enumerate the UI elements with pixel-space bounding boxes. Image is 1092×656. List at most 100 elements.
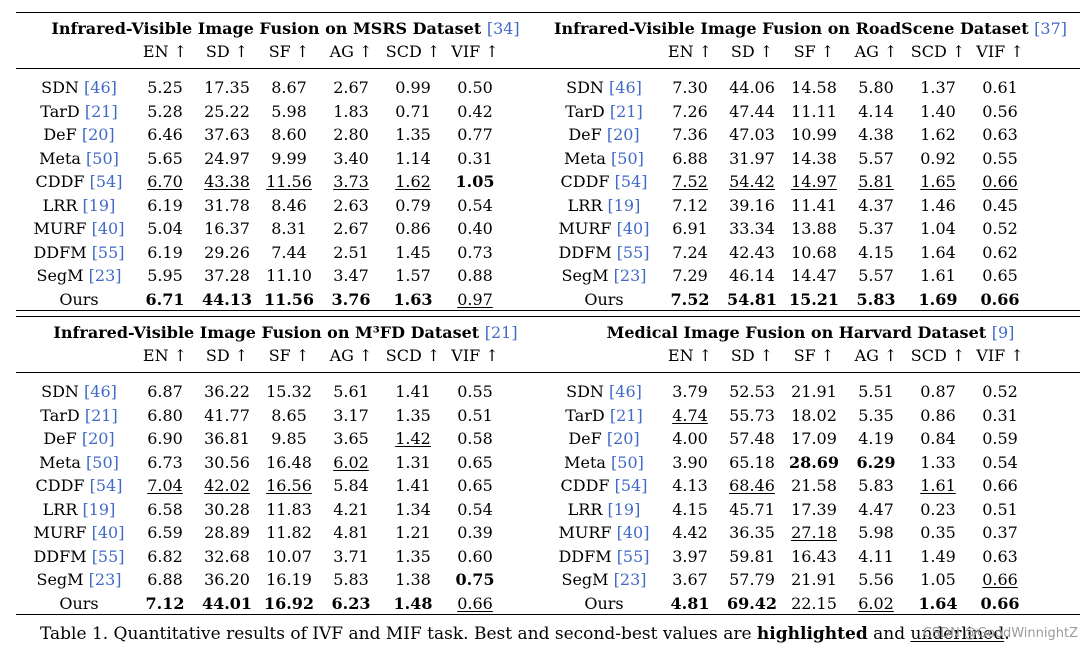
metric-header: SCD ↑	[910, 346, 966, 365]
panel-title-citation[interactable]: [21]	[484, 323, 518, 342]
value-cell: 0.55	[982, 148, 1018, 168]
method-citation[interactable]: [20]	[606, 125, 640, 144]
panel-title-citation[interactable]: [34]	[486, 19, 520, 38]
value-cell: 2.67	[333, 78, 369, 97]
method-name: DDFM	[33, 546, 87, 566]
table-row: TarD [21] 7.26 47.44 11.11 4.14 1.40 0.56	[541, 100, 1080, 124]
method-citation[interactable]: [46]	[84, 382, 117, 401]
method-citation[interactable]: [55]	[91, 242, 125, 262]
method-name: LRR	[42, 195, 78, 215]
method-name: LRR	[42, 499, 78, 519]
value-cell: 4.14	[858, 101, 894, 121]
method-citation[interactable]: [23]	[88, 570, 122, 589]
value-cell: 36.35	[729, 523, 775, 542]
value-cell: 4.13	[672, 476, 708, 495]
method-citation[interactable]: [46]	[84, 78, 117, 97]
method-citation[interactable]: [21]	[609, 101, 643, 121]
table-row: TarD [21] 5.28 25.22 5.98 1.83 0.71 0.42	[16, 100, 555, 124]
method-citation[interactable]: [40]	[91, 219, 125, 238]
table-row: Ours 7.52 54.81 15.21 5.83 1.69 0.66	[541, 288, 1080, 312]
value-cell: 10.68	[791, 242, 837, 262]
method-citation[interactable]: [20]	[606, 429, 640, 448]
method-name: Meta	[39, 452, 81, 472]
method-citation[interactable]: [54]	[614, 476, 648, 495]
metric-header: EN ↑	[667, 42, 713, 61]
method-citation[interactable]: [55]	[616, 546, 650, 566]
value-cell: 0.62	[982, 242, 1018, 262]
value-cell: 6.29	[856, 452, 896, 472]
value-cell: 0.99	[395, 78, 431, 97]
value-cell: 31.97	[729, 148, 775, 168]
value-cell: 28.89	[204, 523, 250, 542]
method-citation[interactable]: [54]	[614, 172, 648, 191]
caption-underline-word: underlined	[910, 624, 1005, 644]
method-citation[interactable]: [46]	[609, 382, 642, 401]
panel-title-citation[interactable]: [37]	[1034, 19, 1068, 38]
method-citation[interactable]: [50]	[611, 452, 644, 472]
method-name: LRR	[567, 499, 603, 519]
method-citation[interactable]: [40]	[616, 219, 650, 238]
value-cell: 4.15	[858, 242, 894, 262]
value-cell: 0.55	[457, 382, 493, 401]
value-cell: 1.05	[920, 570, 956, 589]
method-citation[interactable]: [40]	[616, 523, 650, 542]
table-row: MURF [40] 5.04 16.37 8.31 2.67 0.86 0.40	[16, 217, 555, 241]
method-citation[interactable]: [21]	[609, 405, 643, 425]
value-cell: 55.73	[729, 405, 775, 425]
method-citation[interactable]: [20]	[81, 429, 115, 448]
method-citation[interactable]: [54]	[89, 172, 123, 191]
value-cell: 1.34	[395, 499, 431, 519]
value-cell: 11.56	[263, 289, 315, 309]
method-name: SegM	[36, 266, 84, 285]
value-cell: 6.80	[147, 405, 183, 425]
method-citation[interactable]: [40]	[91, 523, 125, 542]
table-row: Ours 6.71 44.13 11.56 3.76 1.63 0.97	[16, 288, 555, 312]
method-citation[interactable]: [55]	[616, 242, 650, 262]
method-citation[interactable]: [50]	[611, 148, 644, 168]
method-citation[interactable]: [19]	[607, 499, 641, 519]
value-cell: 8.46	[271, 195, 307, 215]
value-cell: 14.38	[791, 148, 837, 168]
method-citation[interactable]: [54]	[89, 476, 123, 495]
value-cell: 8.31	[271, 219, 307, 238]
method-citation[interactable]: [50]	[86, 452, 119, 472]
metric-header: SCD ↑	[910, 42, 966, 61]
value-cell: 15.32	[266, 382, 312, 401]
method-citation[interactable]: [55]	[91, 546, 125, 566]
value-cell: 4.47	[858, 499, 894, 519]
method-citation[interactable]: [19]	[607, 195, 641, 215]
method-citation[interactable]: [23]	[613, 570, 647, 589]
method-citation[interactable]: [50]	[86, 148, 119, 168]
value-cell: 4.00	[672, 429, 708, 448]
method-citation[interactable]: [46]	[609, 78, 642, 97]
watermark: CSDN @GoodWinnightZ	[922, 626, 1078, 641]
method-citation[interactable]: [20]	[81, 125, 115, 144]
method-name-cell: CDDF [54]	[16, 474, 142, 498]
method-name: Ours	[584, 593, 624, 613]
value-cell: 7.24	[672, 242, 708, 262]
value-cell: 5.37	[858, 219, 894, 238]
method-citation[interactable]: [23]	[613, 266, 647, 285]
method-name: MURF	[33, 523, 87, 542]
method-citation[interactable]: [21]	[84, 405, 118, 425]
value-cell: 15.21	[788, 289, 840, 309]
method-name-cell: SegM [23]	[541, 568, 667, 592]
table-row: CDDF [54] 7.04 42.02 16.56 5.84 1.41 0.65	[16, 474, 555, 498]
method-name: MURF	[558, 219, 612, 238]
method-name: TarD	[40, 101, 80, 121]
value-cell: 6.19	[147, 242, 183, 262]
value-cell: 6.82	[147, 546, 183, 566]
value-cell: 5.83	[856, 289, 896, 309]
panel-title-citation[interactable]: [9]	[991, 323, 1015, 342]
method-name: SDN	[566, 78, 604, 97]
method-name: DeF	[568, 125, 602, 144]
method-citation[interactable]: [19]	[82, 195, 116, 215]
value-cell: 1.63	[393, 289, 433, 309]
method-citation[interactable]: [21]	[84, 101, 118, 121]
value-cell: 4.11	[858, 546, 894, 566]
method-name-cell: MURF [40]	[16, 217, 142, 241]
value-cell: 11.83	[266, 499, 312, 519]
method-citation[interactable]: [19]	[82, 499, 116, 519]
method-citation[interactable]: [23]	[88, 266, 122, 285]
value-cell: 6.23	[331, 593, 371, 613]
